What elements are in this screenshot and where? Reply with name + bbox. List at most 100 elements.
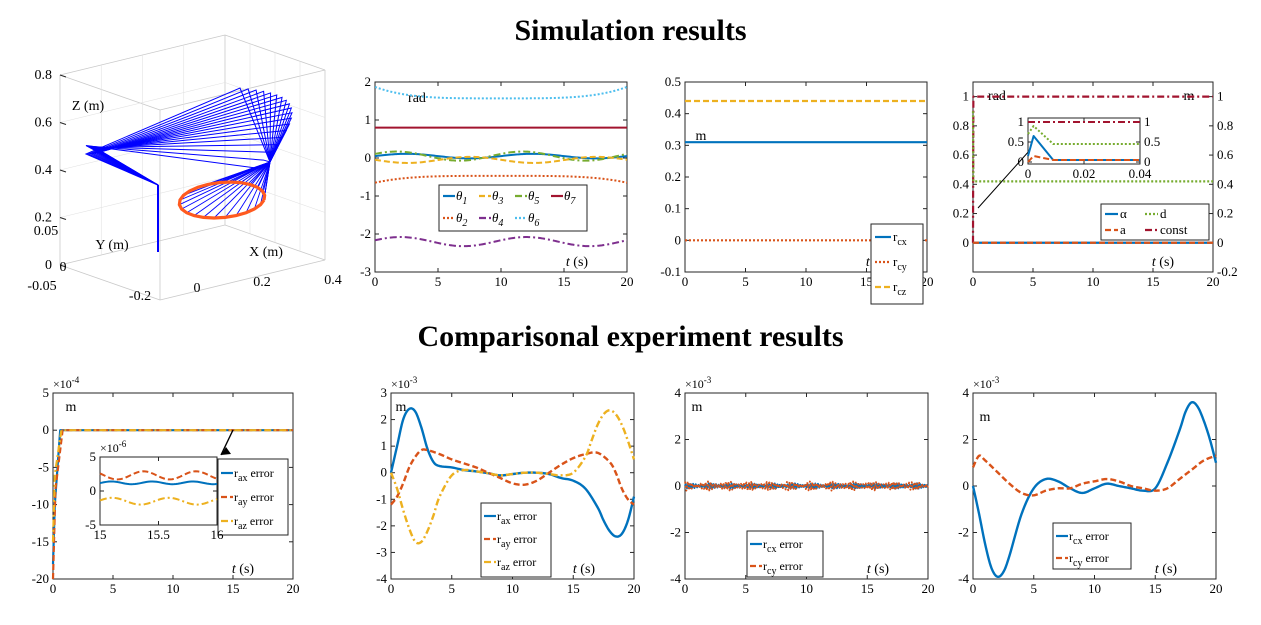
y-tick-label: -4 (376, 571, 387, 586)
y-tick-label: 1 (1018, 114, 1025, 129)
arm-link-pose (84, 87, 271, 186)
x-axis-label: t (s) (1152, 255, 1175, 270)
box-edge (159, 259, 326, 301)
arm-end-link (203, 161, 271, 218)
z-tick (59, 74, 67, 78)
y-tick-right-label: 0.6 (1217, 147, 1234, 162)
z-tick-label: 0.4 (35, 163, 53, 178)
arm-link-pose (89, 89, 271, 186)
x-tick-label: 5 (1030, 274, 1037, 289)
unit-label: m (696, 129, 707, 144)
axis-exponent: ×10-3 (391, 375, 418, 391)
legend-label: raz error (497, 555, 536, 573)
y-tick-label: -2 (670, 525, 681, 540)
y-tick-label: -3 (376, 544, 387, 559)
legend-label: θ5 (528, 188, 539, 207)
x-tick-label: 20 (921, 274, 934, 289)
axis-exponent: ×10-3 (973, 375, 1000, 391)
y-tick-right-label: 0.5 (1144, 134, 1160, 149)
x-tick-label: 0 (682, 274, 689, 289)
series-line (971, 111, 1213, 183)
inset-line (1027, 125, 1140, 145)
y-tick-label: 2 (675, 432, 682, 447)
arm-end-link (235, 161, 271, 216)
series-line (375, 236, 627, 248)
y-tick-label: 4 (675, 385, 682, 400)
axis-exponent: ×10-4 (53, 375, 80, 391)
series-line (375, 155, 627, 164)
x-tick-label: 10 (495, 274, 508, 289)
y-tick-label: 4 (963, 385, 970, 400)
x-tick-label: 20 (922, 581, 935, 596)
arm-link-pose (93, 92, 272, 186)
y-tick-label: -3 (360, 264, 371, 279)
x-tick-label: 0 (388, 581, 395, 596)
x-tick-label: 10 (1088, 581, 1101, 596)
y-tick-right-label: 0.8 (1217, 118, 1233, 133)
z-tick-label: 0.6 (35, 116, 53, 131)
legend-label: rcy error (1069, 551, 1109, 569)
legend-label: rcx error (763, 537, 803, 555)
y-tick-label: 0 (60, 260, 67, 275)
y-tick-right-label: -0.2 (1217, 264, 1238, 279)
series-line (375, 150, 627, 162)
x-tick-label: 0 (194, 281, 201, 296)
legend-label: θ1 (456, 188, 467, 207)
z-tick-label: 0 (45, 258, 52, 273)
y-tick-right-label: 0 (1217, 235, 1224, 250)
y-tick-label: 0 (675, 232, 682, 247)
legend-label: α (1120, 206, 1127, 221)
inset-line (1027, 155, 1140, 163)
x-tick-label: 5 (435, 274, 442, 289)
inset-arrowhead (221, 447, 231, 455)
box-edge (159, 69, 326, 111)
x-tick-label: 0 (682, 581, 689, 596)
x-tick-label: 5 (742, 274, 749, 289)
end-effector-trajectory (177, 180, 267, 220)
x-tick-label: 15 (94, 527, 107, 542)
y-tick-label: 0.6 (953, 147, 970, 162)
y-tick-label: -15 (32, 534, 49, 549)
arm-end-link (253, 161, 271, 210)
y-tick-label: 2 (963, 432, 970, 447)
y-tick-right-label: 0.2 (1217, 206, 1233, 221)
z-tick (59, 122, 67, 125)
y-tick-label: -1 (376, 491, 387, 506)
legend-label: θ6 (528, 210, 539, 229)
arm-end-link (249, 161, 271, 185)
box-edge (59, 74, 161, 111)
legend-label: rcy error (763, 559, 803, 577)
y-tick-label: 0.1 (665, 201, 681, 216)
x-tick-label: 10 (800, 274, 813, 289)
y-tick-label: 0 (963, 235, 970, 250)
y-tick-label: -5 (38, 459, 49, 474)
unit-label: m (692, 400, 703, 415)
legend-label: θ4 (492, 210, 503, 229)
x-tick-label: 0.04 (1129, 166, 1152, 181)
x-tick-label: 10 (1087, 274, 1100, 289)
y-tick-label: 0 (365, 150, 372, 165)
x-tick-label: 15 (558, 274, 571, 289)
series-line (390, 448, 635, 506)
x-tick-label: 20 (628, 581, 641, 596)
y-tick-label: 0.8 (953, 118, 969, 133)
z-tick (59, 217, 67, 220)
x-axis-label: t (s) (867, 562, 890, 577)
x-tick-label: 0.4 (324, 273, 342, 288)
legend-label: rcy (893, 254, 907, 273)
inset-line (99, 496, 218, 506)
y-tick-label: 0.05 (34, 224, 59, 239)
y-tick-label: -1 (360, 188, 371, 203)
legend-label: a (1120, 222, 1126, 237)
y-tick-label: 0 (675, 478, 682, 493)
x-tick-label: 0.02 (1073, 166, 1096, 181)
y-tick-label: -0.05 (27, 279, 56, 294)
legend-label: rcz (893, 279, 907, 298)
series-line (684, 480, 929, 492)
y-tick-label: 0 (963, 478, 970, 493)
x-tick-label: 0 (970, 581, 977, 596)
x-tick-label: 15 (567, 581, 580, 596)
legend-box (438, 184, 588, 232)
x-tick-label: 5 (1031, 581, 1038, 596)
